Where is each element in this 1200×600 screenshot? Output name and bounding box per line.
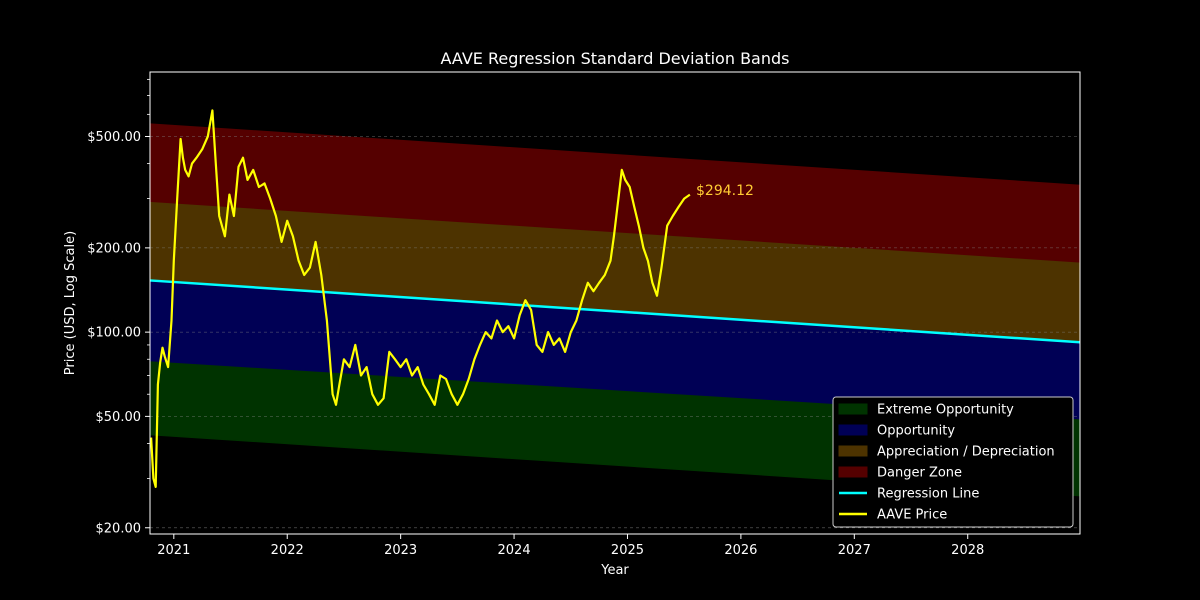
legend-swatch-danger-zone [838,466,868,478]
y-tick-label-100: $100.00 [87,326,141,341]
legend-swatch-appreciation-depreciation [838,445,868,457]
legend: Extreme Opportunity Opportunity Appreciati… [832,396,1074,528]
x-axis-title: Year [600,563,629,578]
regression-line [149,279,1081,344]
y-tick-label-50: $50.00 [96,410,142,425]
x-tick-label-2022: 2022 [271,543,304,558]
current-price-annotation: $294.12 [696,183,754,199]
y-axis-title: Price (USD, Log Scale) [63,231,78,375]
legend-label-opportunity: Opportunity [877,424,955,439]
x-tick-label-2028: 2028 [951,543,984,558]
x-tick-label-2026: 2026 [724,543,757,558]
legend-label-extreme-opportunity: Extreme Opportunity [877,403,1014,418]
x-tick-label-2024: 2024 [498,543,531,558]
y-tick-label-200: $200.00 [87,241,141,256]
legend-swatch-opportunity [838,424,868,436]
x-axis: 2021 2022 2023 2024 2025 2026 2027 2028 [157,534,984,558]
chart-title: AAVE Regression Standard Deviation Bands [441,49,790,68]
x-tick-label-2021: 2021 [157,543,190,558]
legend-label-appreciation-depreciation: Appreciation / Depreciation [877,445,1055,460]
plot-frame [149,71,1081,535]
lines-layer [149,109,1081,488]
x-tick-label-2023: 2023 [384,543,417,558]
x-tick-label-2025: 2025 [611,543,644,558]
x-tick-label-2027: 2027 [838,543,871,558]
legend-label-regression-line: Regression Line [877,487,979,502]
y-tick-label-20: $20.00 [96,521,142,536]
legend-frame [832,396,1074,528]
series-aave-price [150,109,691,488]
y-axis: $20.00 $50.00 $100.00 $200.00 $500.00 [87,78,150,536]
y-tick-label-500: $500.00 [87,130,141,145]
legend-label-aave-price: AAVE Price [877,508,947,523]
legend-swatch-extreme-opportunity [838,403,868,415]
legend-label-danger-zone: Danger Zone [877,466,962,481]
